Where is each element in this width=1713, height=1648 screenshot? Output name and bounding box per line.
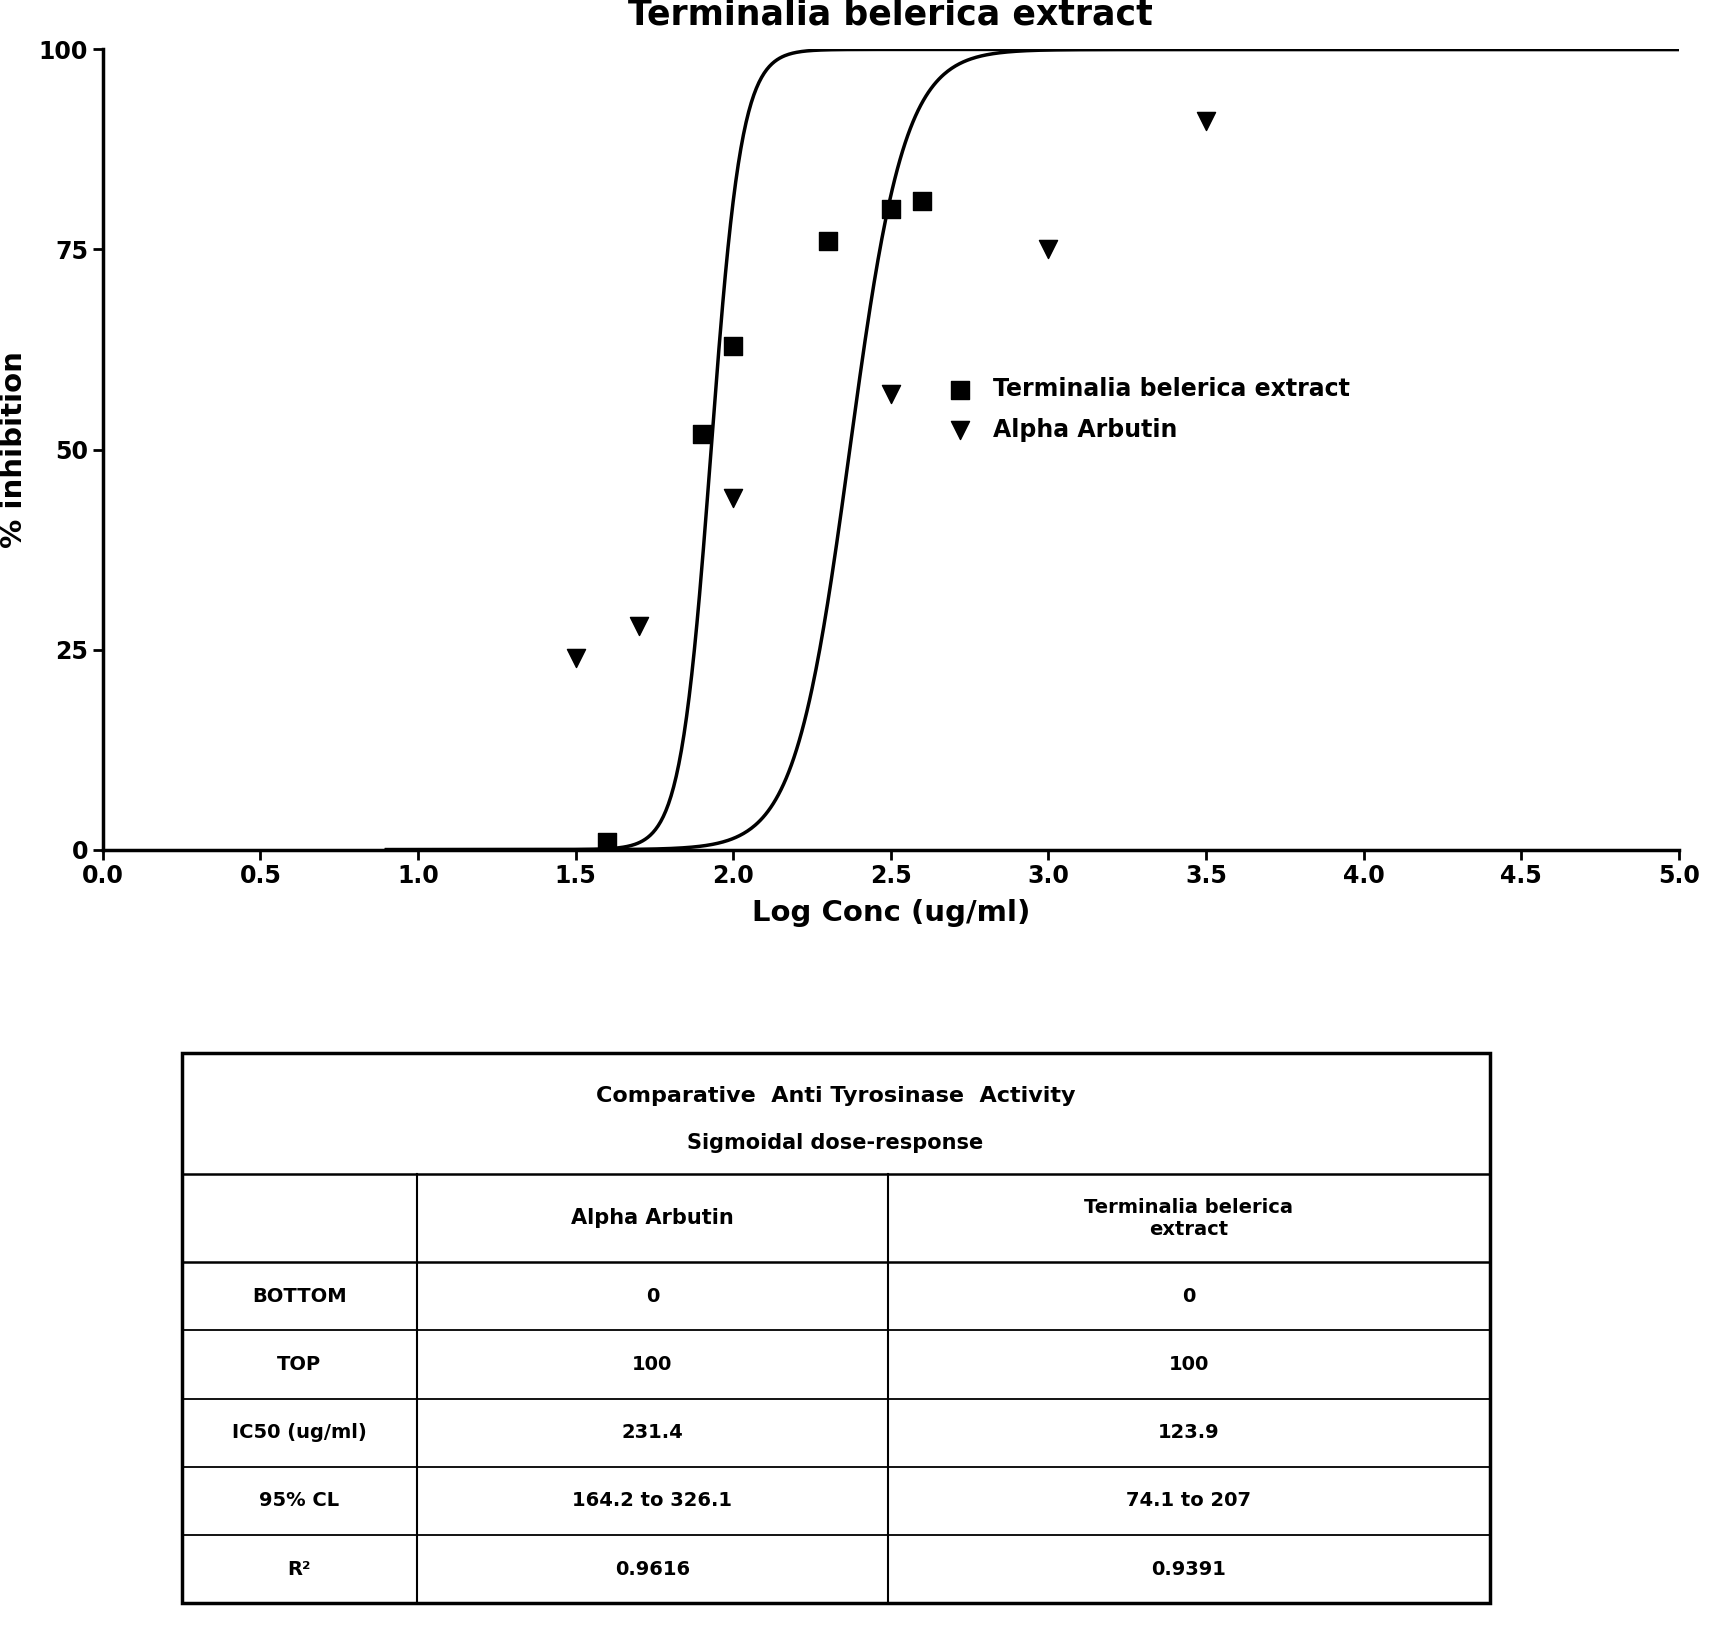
X-axis label: Log Conc (ug/ml): Log Conc (ug/ml)	[752, 900, 1030, 928]
Terminalia belerica extract	[593, 829, 620, 855]
Text: 95% CL: 95% CL	[259, 1491, 339, 1511]
Text: BOTTOM: BOTTOM	[252, 1287, 346, 1305]
Text: 0.9391: 0.9391	[1151, 1559, 1227, 1579]
Text: Terminalia belerica
extract: Terminalia belerica extract	[1084, 1198, 1293, 1239]
Text: TOP: TOP	[278, 1355, 322, 1374]
Legend: Terminalia belerica extract, Alpha Arbutin: Terminalia belerica extract, Alpha Arbut…	[934, 366, 1362, 453]
Text: R²: R²	[288, 1559, 312, 1579]
Text: Sigmoidal dose-response: Sigmoidal dose-response	[687, 1134, 983, 1154]
Alpha Arbutin	[625, 613, 653, 639]
Text: 100: 100	[632, 1355, 673, 1374]
Y-axis label: % inhibition: % inhibition	[0, 351, 27, 549]
Text: 0: 0	[1182, 1287, 1196, 1305]
Text: Alpha Arbutin: Alpha Arbutin	[570, 1208, 733, 1228]
Text: 123.9: 123.9	[1158, 1424, 1220, 1442]
Text: Comparative  Anti Tyrosinase  Activity: Comparative Anti Tyrosinase Activity	[596, 1086, 1076, 1106]
Terminalia belerica extract	[877, 196, 904, 222]
Alpha Arbutin	[719, 485, 747, 511]
Text: 164.2 to 326.1: 164.2 to 326.1	[572, 1491, 733, 1511]
Alpha Arbutin	[562, 644, 589, 671]
Alpha Arbutin	[1035, 236, 1062, 262]
Title: Anti Tyrosinase activity of
Terminalia belerica extract: Anti Tyrosinase activity of Terminalia b…	[629, 0, 1153, 31]
Text: 0.9616: 0.9616	[615, 1559, 690, 1579]
Alpha Arbutin	[1192, 109, 1220, 135]
Text: 100: 100	[1168, 1355, 1209, 1374]
Text: 231.4: 231.4	[622, 1424, 683, 1442]
Text: 0: 0	[646, 1287, 660, 1305]
Terminalia belerica extract	[689, 420, 716, 447]
Bar	[182, 1053, 1490, 1604]
Text: IC50 (ug/ml): IC50 (ug/ml)	[231, 1424, 367, 1442]
Text: 74.1 to 207: 74.1 to 207	[1125, 1491, 1250, 1511]
Alpha Arbutin	[877, 381, 904, 407]
Terminalia belerica extract	[814, 229, 841, 255]
Terminalia belerica extract	[719, 333, 747, 359]
Terminalia belerica extract	[908, 188, 935, 214]
